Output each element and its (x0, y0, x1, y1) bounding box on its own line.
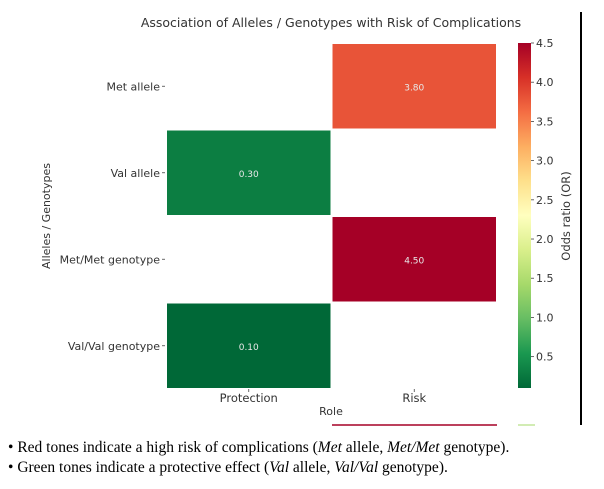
cell-value-label: 4.50 (404, 256, 424, 266)
colorbar-gradient (518, 43, 531, 388)
colorbar-tick-label: 2.0 (536, 233, 554, 246)
x-axis-label: Role (319, 405, 343, 418)
note-green: • Green tones indicate a protective effe… (8, 459, 448, 476)
x-axis-ticks: Protection Risk (220, 389, 427, 405)
chart-title: Association of Alleles / Genotypes with … (141, 15, 521, 30)
colorbar-tick-label: 1.0 (536, 311, 554, 324)
x-tick-label: Protection (220, 391, 278, 405)
colorbar-tick-label: 3.5 (536, 115, 554, 128)
heatmap-cell (166, 302, 332, 389)
y-axis-ticks: Met allele Val allele Met/Met genotype Val/… (60, 80, 165, 353)
heatmap-cells: 3.80 0.30 4.50 0.10 (166, 43, 497, 389)
colorbar: 0.5 1.0 1.5 2.0 2.5 3.0 3.5 4.0 4.5 (518, 37, 554, 388)
y-tick-label: Val/Val genotype (68, 340, 160, 353)
y-axis-label: Alleles / Genotypes (40, 163, 53, 269)
cell-value-label: 0.10 (239, 343, 259, 353)
x-tick-label: Risk (402, 391, 426, 405)
heatmap-cell (331, 43, 497, 130)
colorbar-tick-label: 1.5 (536, 272, 554, 285)
notes: • Red tones indicate a high risk of comp… (8, 438, 604, 478)
frame-divider (580, 12, 582, 425)
colorbar-label: Odds ratio (OR) (559, 171, 573, 260)
colorbar-tick-label: 0.5 (536, 351, 554, 364)
cell-value-label: 3.80 (404, 83, 424, 93)
note-red: • Red tones indicate a high risk of comp… (8, 439, 510, 456)
colorbar-tick-label: 4.0 (536, 76, 554, 89)
cell-value-label: 0.30 (239, 170, 259, 180)
colorbar-tick-label: 3.0 (536, 155, 554, 168)
y-tick-label: Met/Met genotype (60, 253, 161, 266)
heatmap-cell (166, 129, 332, 216)
y-tick-label: Val allele (111, 167, 161, 180)
colorbar-tick-label: 4.5 (536, 37, 554, 50)
heatmap-cell (331, 216, 497, 303)
colorbar-tick-label: 2.5 (536, 194, 554, 207)
heatmap-chart: Association of Alleles / Genotypes with … (40, 15, 573, 426)
y-tick-label: Met allele (106, 80, 160, 93)
